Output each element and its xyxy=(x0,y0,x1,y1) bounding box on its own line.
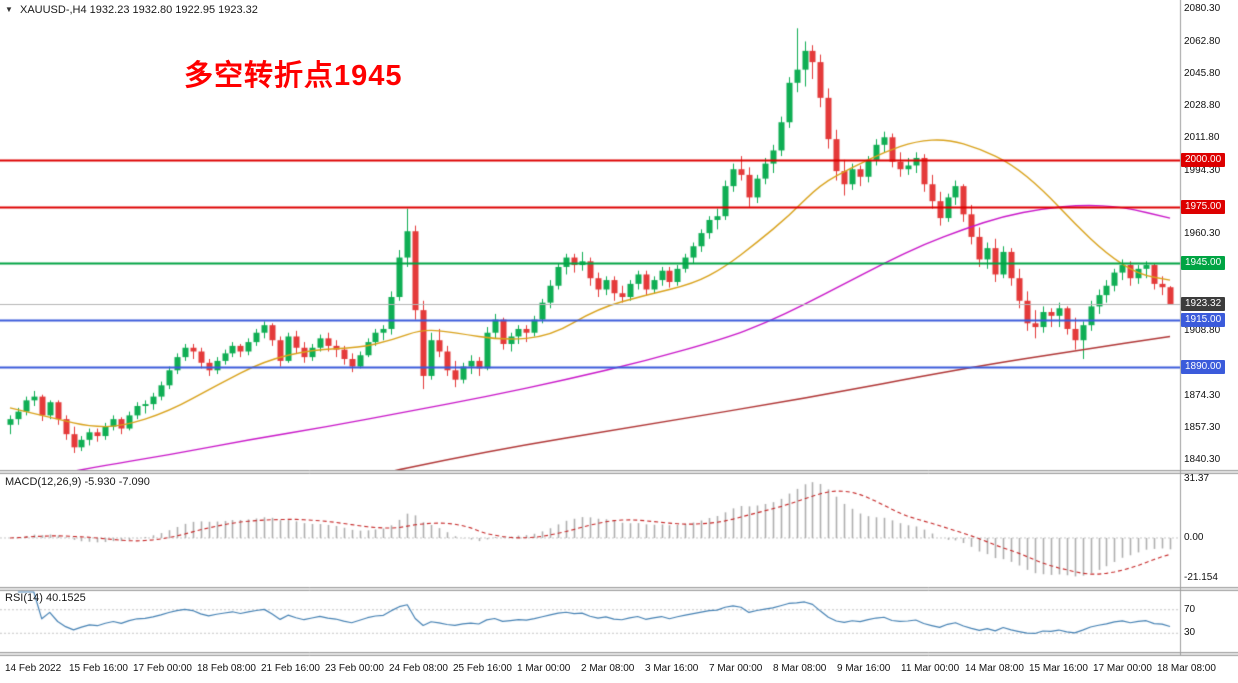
rsi-indicator-label: RSI(14) 40.1525 xyxy=(5,592,86,604)
annotation-text[interactable]: 多空转折点1945 xyxy=(184,60,403,92)
collapse-triangle-icon[interactable]: ▼ xyxy=(5,5,13,14)
symbol-info: ▼ XAUUSD-,H4 1932.23 1932.80 1922.95 192… xyxy=(5,4,258,16)
symbol-timeframe: XAUUSD-,H4 xyxy=(19,4,87,16)
macd-indicator-label: MACD(12,26,9) -5.930 -7.090 xyxy=(5,476,150,488)
ohlc-readout: 1932.23 1932.80 1922.95 1923.32 xyxy=(89,4,258,16)
